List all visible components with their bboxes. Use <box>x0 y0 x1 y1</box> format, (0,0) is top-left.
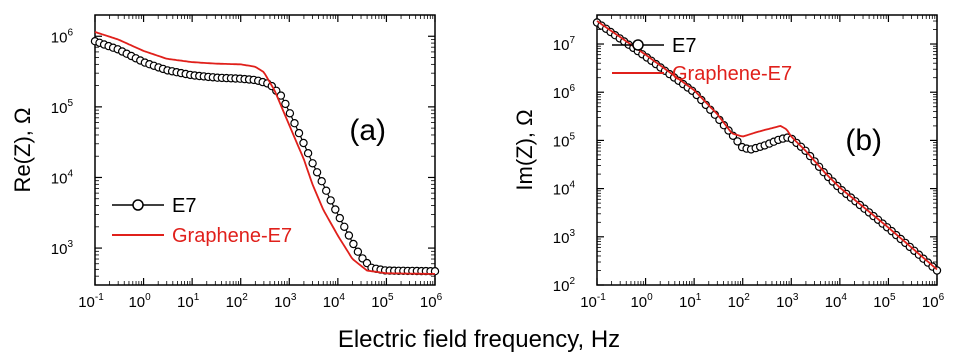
legend-marker <box>132 199 144 211</box>
y-axis-title: Re(Z), Ω <box>10 108 35 193</box>
x-tick-label: 105 <box>371 292 394 311</box>
x-tick-label: 101 <box>679 292 702 311</box>
x-tick-label: 106 <box>420 292 443 311</box>
data-point <box>340 222 349 231</box>
plot-panel-a: 10-1 100 101 102 103 104 105 106 103 104 105 106 Re(… <box>10 14 443 311</box>
x-tick-label: 106 <box>922 292 945 311</box>
data-point <box>303 148 313 158</box>
y-tick-label: 103 <box>51 239 74 258</box>
series-e7 <box>592 18 942 275</box>
x-tick-label: 101 <box>177 292 200 311</box>
x-tick-label: 100 <box>630 292 653 311</box>
data-point <box>299 138 308 148</box>
legend-label: Graphene-E7 <box>672 63 792 85</box>
legend-marker <box>632 39 644 51</box>
y-tick-label: 106 <box>51 27 74 46</box>
data-point <box>308 159 317 168</box>
data-point <box>290 118 299 128</box>
legend-label: Graphene-E7 <box>172 225 292 247</box>
x-tick-label: 102 <box>728 292 751 311</box>
data-point <box>344 231 354 240</box>
x-tick-label: 10-1 <box>580 292 606 311</box>
x-tick-label: 104 <box>825 292 848 311</box>
series-graphene-e7 <box>94 31 436 275</box>
y-tick-label: 105 <box>51 98 74 117</box>
data-point <box>733 137 742 146</box>
plot-panel-b: 10-1 100 101 102 103 104 105 106 102 103 104 105 106… <box>512 14 945 311</box>
plot-frame <box>94 14 436 286</box>
y-tick-label: 105 <box>553 131 576 150</box>
data-point <box>326 196 335 205</box>
legend-label: E7 <box>672 35 696 57</box>
y-tick-label: 107 <box>553 35 576 54</box>
x-tick-label: 104 <box>323 292 346 311</box>
x-tick-label: 103 <box>274 292 297 311</box>
data-point <box>349 239 358 249</box>
data-point <box>294 128 304 138</box>
legend-label: E7 <box>172 195 196 217</box>
data-point <box>692 90 701 100</box>
panel-label: (b) <box>845 124 882 157</box>
data-point <box>281 99 290 109</box>
x-tick-label: 10-1 <box>78 292 104 311</box>
y-tick-label: 104 <box>553 180 576 199</box>
x-tick-label: 100 <box>128 292 151 311</box>
y-axis-title: Im(Z), Ω <box>512 109 537 190</box>
series-line <box>596 20 938 271</box>
figure-xlabel: Electric field frequency, Hz <box>338 326 620 353</box>
panel-label: (a) <box>349 114 386 147</box>
data-point <box>331 205 340 214</box>
x-tick-label: 103 <box>776 292 799 311</box>
y-tick-label: 104 <box>51 168 74 187</box>
plot-frame <box>596 14 938 286</box>
x-tick-label: 105 <box>873 292 896 311</box>
y-tick-label: 106 <box>553 83 576 102</box>
legend: E7 Graphene-E7 <box>112 195 292 247</box>
y-tick-label: 102 <box>553 276 576 295</box>
data-point <box>285 109 295 118</box>
series-line <box>94 31 436 275</box>
data-point <box>353 247 363 256</box>
data-point <box>322 186 331 195</box>
data-point <box>317 176 326 186</box>
data-point <box>312 168 322 177</box>
x-tick-label: 102 <box>226 292 249 311</box>
legend: E7 Graphene-E7 <box>612 35 792 85</box>
series-graphene-e7 <box>596 20 938 271</box>
y-tick-label: 103 <box>553 228 576 247</box>
series-e7 <box>90 37 440 276</box>
data-point <box>335 213 344 223</box>
